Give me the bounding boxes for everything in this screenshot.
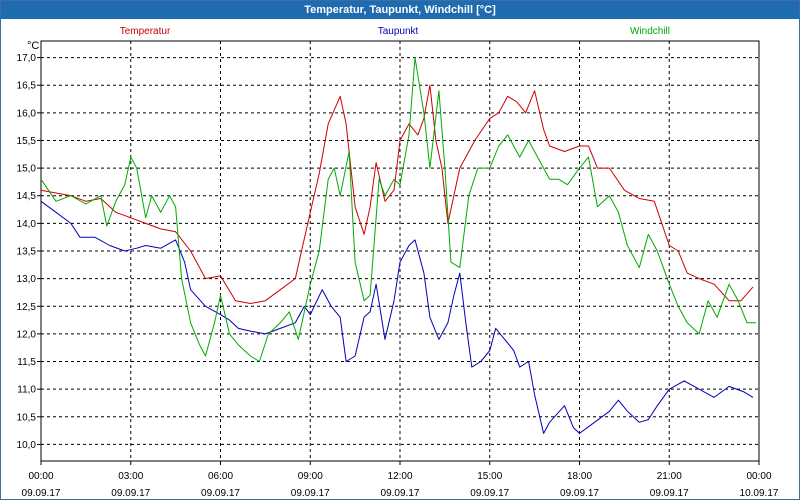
x-tick-date: 09.09.17 [22, 488, 61, 499]
y-axis-unit: °C [27, 40, 39, 52]
y-tick-label: 16,5 [17, 81, 37, 92]
x-tick-date: 09.09.17 [111, 488, 150, 499]
series-line-taupunkt [40, 200, 754, 434]
y-tick-label: 11,5 [17, 357, 36, 368]
y-tick-label: 10,0 [17, 440, 37, 451]
x-tick-date: 09.09.17 [201, 488, 240, 499]
x-tick-date: 09.09.17 [381, 488, 420, 499]
x-tick-date: 10.09.17 [740, 488, 779, 499]
window-title: Temperatur, Taupunkt, Windchill [°C] [1, 1, 799, 19]
line-chart: °C 17,016,516,015,515,014,514,013,513,01… [17, 26, 779, 499]
grid [41, 41, 759, 461]
y-tick-label: 15,0 [17, 164, 37, 175]
x-tick-time: 03:00 [118, 471, 143, 482]
y-tick-label: 15,5 [17, 136, 37, 147]
y-tick-label: 12,0 [17, 329, 37, 340]
y-axis-ticks: 17,0 16,5 16,0 15,5 15,0 14,5 14,0 13,5 13,0 12,5… [17, 53, 41, 451]
y-tick-label: 10,5 [17, 412, 37, 423]
x-tick-time: 12:00 [387, 471, 412, 482]
x-tick-date: 09.09.17 [560, 488, 599, 499]
series-line-windchill [40, 57, 756, 362]
y-tick-label: 13,5 [17, 247, 37, 258]
legend-item-temperatur: Temperatur [120, 26, 171, 37]
y-tick-label: 16,0 [17, 108, 37, 119]
y-tick-label: 14,0 [17, 219, 37, 230]
x-axis-ticks: 00:00 09.09.17 03:00 09.09.17 06:00 09.09.17 0… [22, 461, 779, 499]
x-tick-date: 09.09.17 [291, 488, 330, 499]
x-tick-time: 15:00 [477, 471, 502, 482]
y-tick-label: 14,5 [17, 191, 37, 202]
legend-item-windchill: Windchill [630, 26, 670, 37]
x-tick-time: 00:00 [28, 471, 53, 482]
legend: Temperatur Taupunkt Windchill [120, 26, 670, 37]
x-tick-date: 09.09.17 [470, 488, 509, 499]
x-tick-time: 18:00 [567, 471, 592, 482]
x-tick-date: 09.09.17 [650, 488, 689, 499]
legend-item-taupunkt: Taupunkt [378, 26, 419, 37]
x-tick-time: 09:00 [298, 471, 323, 482]
x-tick-time: 06:00 [208, 471, 233, 482]
series-lines [40, 57, 756, 434]
y-tick-label: 11,0 [17, 385, 36, 396]
y-tick-label: 17,0 [17, 53, 37, 64]
y-tick-label: 13,0 [17, 274, 37, 285]
series-line-temperatur [40, 84, 754, 304]
y-tick-label: 12,5 [17, 302, 37, 313]
x-tick-time: 00:00 [746, 471, 771, 482]
x-tick-time: 21:00 [657, 471, 682, 482]
